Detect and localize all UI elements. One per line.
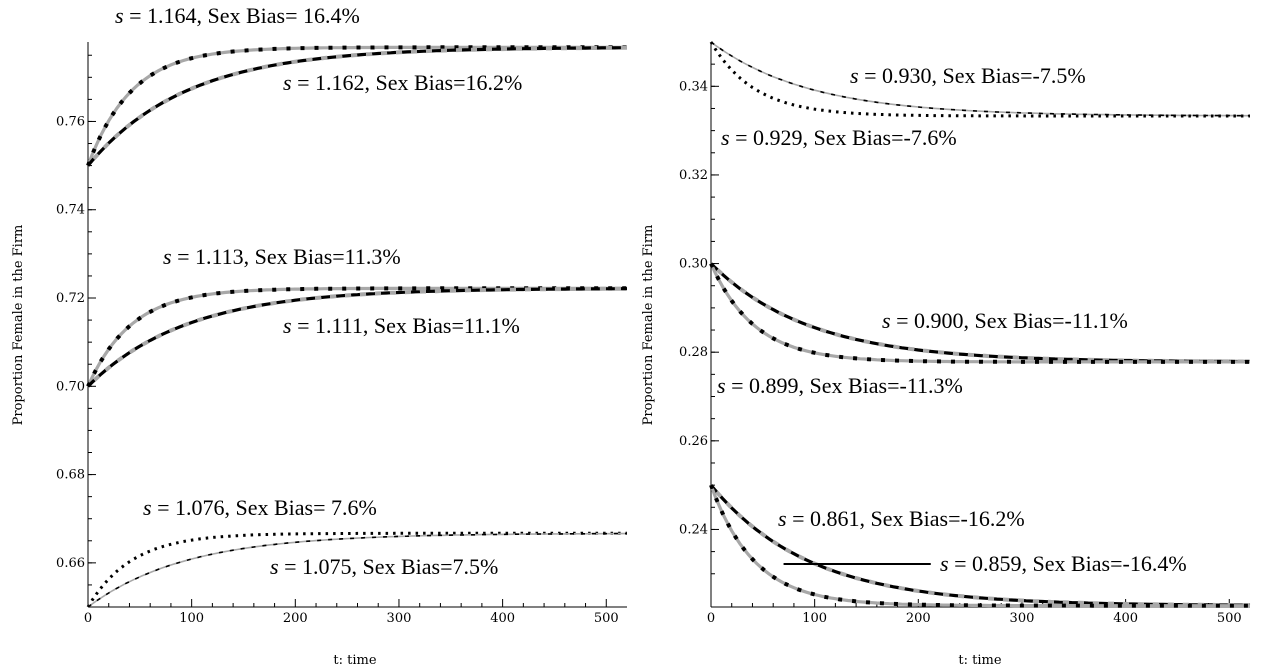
y-tick-label: 0.70 (56, 379, 85, 394)
annotation-1: s = 0.930, Sex Bias=-7.5% (850, 63, 1086, 88)
x-tick-label: 300 (387, 611, 412, 626)
series-1 (86, 45, 627, 167)
x-tick-label: 0 (84, 611, 92, 626)
annotation-3: s = 0.900, Sex Bias=-11.1% (882, 308, 1128, 333)
series-4 (709, 262, 1250, 364)
y-axis-label: Proportion Female in the Firm (11, 225, 26, 426)
y-tick-label: 0.30 (679, 257, 708, 272)
x-tick-label: 400 (1113, 611, 1138, 626)
y-tick-label: 0.24 (679, 522, 708, 537)
x-tick-label: 200 (906, 611, 931, 626)
right-chart: 0 100 200 300 400 500 0.24 0.26 0.28 0.30 0.32 0.34… (641, 41, 1251, 668)
x-tick-label: 100 (802, 611, 827, 626)
x-tick-label: 400 (490, 611, 515, 626)
y-tick-label: 0.66 (56, 556, 85, 571)
annotation-2: s = 1.162, Sex Bias=16.2% (283, 70, 522, 95)
series-4 (86, 286, 627, 388)
series-6 (709, 484, 1250, 608)
annotation-6: s = 1.075, Sex Bias=7.5% (270, 554, 498, 579)
series-6 (87, 532, 627, 608)
x-axis-label: t: time (333, 653, 376, 668)
y-tick-label: 0.32 (679, 168, 708, 183)
y-tick-label: 0.68 (56, 468, 85, 483)
x-tick-label: 100 (179, 611, 204, 626)
x-tick-label: 200 (283, 611, 308, 626)
y-tick-label: 0.26 (679, 434, 708, 449)
annotation-3: s = 1.113, Sex Bias=11.3% (163, 244, 401, 269)
y-tick-label: 0.72 (56, 291, 85, 306)
y-tick-label: 0.76 (56, 114, 85, 129)
annotation-4: s = 1.111, Sex Bias=11.1% (283, 313, 520, 338)
annotation-1: s = 1.164, Sex Bias= 16.4% (115, 3, 360, 28)
y-tick-label: 0.34 (679, 79, 708, 94)
x-tick-label: 500 (594, 611, 619, 626)
y-tick-label: 0.74 (56, 203, 85, 218)
annotation-5: s = 0.861, Sex Bias=-16.2% (778, 506, 1025, 531)
annotation-6: s = 0.859, Sex Bias=-16.4% (940, 551, 1187, 576)
x-axis-label: t: time (958, 653, 1001, 668)
x-tick-label: 500 (1217, 611, 1242, 626)
y-axis-label: Proportion Female in the Firm (641, 225, 656, 426)
x-tick-label: 300 (1010, 611, 1035, 626)
series-2 (709, 41, 1250, 118)
annotation-2: s = 0.929, Sex Bias=-7.6% (721, 125, 957, 150)
left-chart: 0 100 200 300 400 500 0.66 0.68 0.70 0.72 0.74 0.76… (11, 3, 627, 668)
y-tick-label: 0.28 (679, 345, 708, 360)
x-tick-label: 0 (707, 611, 715, 626)
annotation-4: s = 0.899, Sex Bias=-11.3% (717, 373, 963, 398)
annotation-5: s = 1.076, Sex Bias= 7.6% (143, 495, 377, 520)
series-2 (86, 45, 627, 167)
